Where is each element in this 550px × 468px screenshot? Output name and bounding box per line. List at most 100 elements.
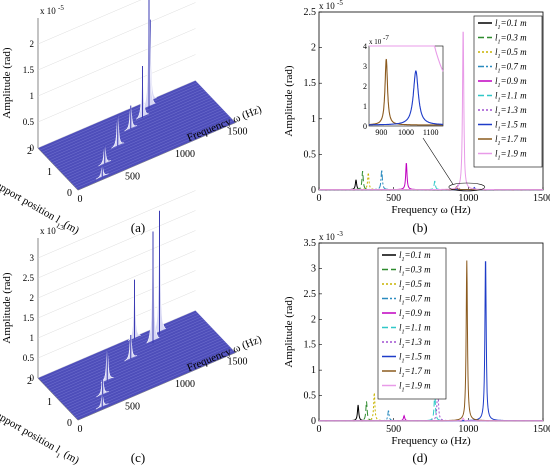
y-tick-label: 0.5 xyxy=(304,391,317,402)
surface-mesh-line xyxy=(43,86,202,155)
x-tick-label: 0 xyxy=(317,193,322,204)
y-tick-label: 0 xyxy=(311,185,316,196)
z-tick-label: 2.5 xyxy=(23,273,35,283)
y-tick-label: 2 xyxy=(311,314,316,325)
z-tick-label: 1.5 xyxy=(23,65,35,75)
surface-mesh-line xyxy=(41,84,200,153)
z-tick-label: 1 xyxy=(30,333,35,343)
zoom-region-marker xyxy=(448,182,486,192)
inset-series-line xyxy=(369,58,443,126)
panel-d-line-chart: 0 500 1000 1500 0 0.5 1 1.5 2 2.5 3 3.5x 10 -3 Frequ… xyxy=(283,230,550,447)
z-gridline xyxy=(37,28,196,97)
z-tick-label: 3 xyxy=(30,253,35,263)
y-exponent-label: x 10 -3 xyxy=(319,230,343,242)
z-gridline xyxy=(37,0,142,45)
surface-mesh-line xyxy=(57,331,216,400)
inset-y-tick-label: 3 xyxy=(363,62,367,71)
x-tick-label: 0 xyxy=(78,424,83,435)
surface-mesh-line xyxy=(71,116,230,184)
surface-mesh-line xyxy=(65,109,224,178)
series-line xyxy=(319,417,543,422)
z-gridline xyxy=(37,290,196,359)
legend-entry: l1=0.5 m xyxy=(399,279,431,292)
x-tick-label: 500 xyxy=(386,424,401,435)
surface-mesh-line xyxy=(67,111,226,180)
surface-mesh-line xyxy=(45,88,204,157)
x-tick-label: 1000 xyxy=(458,193,478,204)
y-tick-label: 0 xyxy=(311,416,316,427)
inset-y-tick-label: 4 xyxy=(363,42,367,51)
surface-mesh-line xyxy=(43,316,202,385)
surface-mesh-line xyxy=(39,312,198,381)
legend-entry: l1=1.9 m xyxy=(495,149,527,162)
surface-mesh-line xyxy=(39,82,198,151)
y-tick-label: 0 xyxy=(67,188,72,199)
inset-y-tick-label: 2 xyxy=(363,82,367,91)
panel-c-label: (c) xyxy=(131,450,145,465)
y-tick-label: 0 xyxy=(67,418,72,429)
y-tick-label: 2 xyxy=(27,146,32,157)
legend-entry: l1=1.7 m xyxy=(399,366,431,379)
x-tick-label: 500 xyxy=(125,172,140,183)
y-tick-label: 0.5 xyxy=(304,149,317,160)
inset-x-tick-label: 900 xyxy=(375,128,387,137)
y-tick-label: 3 xyxy=(311,263,316,274)
inset-plot: 900 1000 1100 0 1 2 3 4 x 10 -7 xyxy=(363,34,444,137)
z-axis-label: Amplitude (rad) xyxy=(1,47,13,119)
y-tick-label: 1 xyxy=(311,114,316,125)
surface-mesh-line xyxy=(63,337,222,406)
y-tick-label: 3.5 xyxy=(304,238,317,249)
y-tick-label: 1 xyxy=(47,167,52,178)
inset-y-tick-label: 1 xyxy=(363,102,367,111)
y-tick-label: 2.5 xyxy=(304,7,317,18)
surface-mesh-line xyxy=(59,333,218,402)
zoom-arrow xyxy=(422,137,454,185)
x-tick-label: 0 xyxy=(78,194,83,205)
x-tick-label: 1000 xyxy=(175,379,195,390)
surface-mesh-line xyxy=(65,339,224,408)
legend-entry: l1=1.3 m xyxy=(399,337,431,350)
z-tick-label: 1 xyxy=(30,91,35,101)
legend-entry: l1=1.5 m xyxy=(495,120,527,133)
y-tick-label: 1.5 xyxy=(304,78,317,89)
surface-mesh-line xyxy=(47,320,206,389)
y-axis-label: Amplitude (rad) xyxy=(283,65,295,137)
surface-mesh-line xyxy=(67,341,226,410)
surface-mesh-line xyxy=(57,101,216,170)
inset-y-tick-label: 0 xyxy=(363,122,367,131)
z-tick-label: 0 xyxy=(30,373,35,383)
x-tick-label: 1000 xyxy=(458,424,478,435)
legend-entry: l1=0.9 m xyxy=(495,76,527,89)
x-tick-label: 500 xyxy=(125,402,140,413)
y-tick-label: 2 xyxy=(27,376,32,387)
legend-entry: l1=1.3 m xyxy=(495,105,527,118)
surface-mesh-line xyxy=(69,343,228,412)
z-tick-label: 2 xyxy=(30,293,35,303)
x-tick-label: 1000 xyxy=(175,149,195,160)
surface-mesh-line xyxy=(63,107,222,176)
panel-b-label: (b) xyxy=(412,220,427,235)
panel-a-label: (a) xyxy=(131,220,145,235)
legend-entry: l1=1.5 m xyxy=(399,352,431,365)
inset-area xyxy=(368,45,444,127)
y-tick-label: 1.5 xyxy=(304,340,317,351)
legend-entry: l1=0.5 m xyxy=(495,47,527,60)
z-tick-label: 0.5 xyxy=(23,117,35,127)
y-exponent-label: x 10 -5 xyxy=(319,0,343,11)
z-gridline xyxy=(37,230,196,299)
z-gridline xyxy=(37,250,196,319)
legend-entry: l1=1.1 m xyxy=(495,91,527,104)
inset-y-exponent-label: x 10 -7 xyxy=(369,34,389,46)
x-tick-label: 1500 xyxy=(228,357,248,368)
surface-mesh-line xyxy=(45,318,204,387)
z-gridline xyxy=(37,190,196,259)
y-tick-label: 2.5 xyxy=(304,289,317,300)
surface-mesh-line xyxy=(61,335,220,404)
z-exponent-label: x 10 -5 xyxy=(40,4,64,16)
z-exponent-label: x 10 -3 xyxy=(40,224,64,236)
legend-entry: l1=0.3 m xyxy=(399,265,431,278)
z-tick-label: 0 xyxy=(30,143,35,153)
surface-mesh-line xyxy=(61,105,220,174)
y-tick-label: 1 xyxy=(311,365,316,376)
